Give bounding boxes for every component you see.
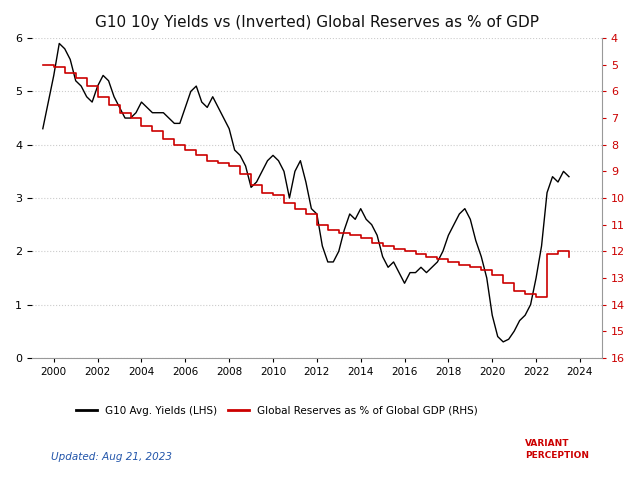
Text: VARIANT
PERCEPTION: VARIANT PERCEPTION [525, 439, 589, 460]
Legend: G10 Avg. Yields (LHS), Global Reserves as % of Global GDP (RHS): G10 Avg. Yields (LHS), Global Reserves a… [72, 401, 482, 420]
Text: Updated: Aug 21, 2023: Updated: Aug 21, 2023 [51, 452, 172, 462]
Title: G10 10y Yields vs (Inverted) Global Reserves as % of GDP: G10 10y Yields vs (Inverted) Global Rese… [95, 15, 539, 30]
